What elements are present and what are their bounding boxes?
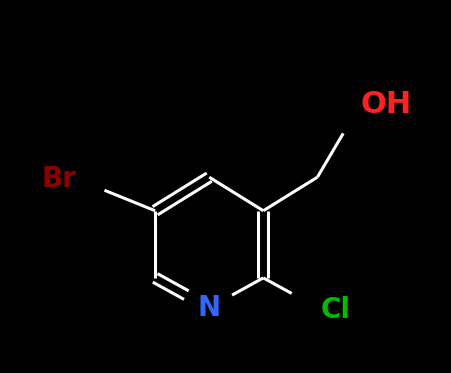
- Text: Cl: Cl: [320, 295, 350, 324]
- Text: N: N: [197, 294, 220, 322]
- Text: Br: Br: [42, 165, 77, 193]
- Text: OH: OH: [359, 90, 410, 119]
